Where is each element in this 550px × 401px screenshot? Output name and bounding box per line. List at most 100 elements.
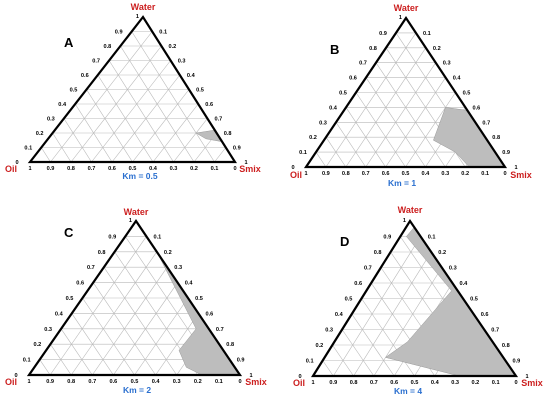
- grid-line: [214, 147, 227, 163]
- tick-label-left: 0: [14, 373, 17, 379]
- tick-label-left: 0.1: [24, 146, 32, 152]
- tick-label-right: 0.8: [224, 131, 232, 137]
- vertex-label-water: Water: [394, 3, 419, 13]
- tick-label-left: 0.3: [44, 327, 52, 333]
- tick-label-right: 0.8: [492, 135, 500, 141]
- vertex-label-oil: Oil: [5, 164, 17, 174]
- grid-line: [63, 118, 92, 163]
- triangle-outline: [303, 16, 508, 169]
- grid-line: [120, 45, 195, 163]
- tick-label-right: 0.3: [178, 59, 186, 65]
- tick-label-bottom: 0.5: [129, 166, 137, 172]
- panel-letter: B: [330, 42, 339, 57]
- panel-d: 0 0.1 0.2 0.3 0.4 0.5 0.6 0.7 0.8 0.9 0.1 0.2 0.3 0.4…: [293, 205, 543, 396]
- tick-label-left: 0.8: [98, 250, 106, 256]
- tick-label-left: 0.4: [335, 312, 344, 318]
- tick-label-left: 0.8: [104, 44, 112, 50]
- tick-label-right: 1: [244, 160, 247, 166]
- tick-label-apex: 1: [403, 218, 406, 224]
- tick-label-right: 0.1: [423, 31, 431, 37]
- grid-line: [82, 297, 135, 376]
- tick-label-bottom: 0.3: [441, 171, 449, 177]
- grid-line: [335, 122, 366, 168]
- grid-line: [41, 147, 51, 163]
- tick-label-right: 0.7: [216, 327, 224, 333]
- tick-label-bottom: 0.4: [431, 380, 440, 386]
- vertex-label-smix: Smix: [510, 170, 532, 180]
- tick-label-left: 0.1: [299, 150, 307, 156]
- triangle-outline: [26, 219, 243, 377]
- vertex-label-water: Water: [131, 2, 156, 12]
- tick-label-left: 0.2: [34, 342, 42, 348]
- tick-label-bottom: 0.6: [390, 380, 398, 386]
- tick-label-bottom: 0.6: [382, 171, 390, 177]
- tick-label-right: 0.3: [443, 61, 451, 67]
- grid-line: [91, 60, 171, 163]
- grid-line: [345, 47, 427, 168]
- tick-label-right: 0.9: [502, 150, 510, 156]
- tick-label-left: 0.7: [92, 59, 100, 65]
- tick-label-left: 0.2: [309, 135, 317, 141]
- grid-line: [132, 89, 190, 163]
- tick-label-right: 0.5: [470, 297, 478, 303]
- grid-line: [341, 329, 375, 377]
- tick-label-right: 0.8: [226, 342, 234, 348]
- tick-label-left: 0.3: [325, 328, 333, 334]
- tick-label-right: 0.6: [205, 102, 213, 108]
- grid-line: [131, 31, 215, 163]
- tick-label-right: 1: [514, 165, 517, 171]
- tick-label-right: 0.1: [154, 234, 162, 240]
- tick-label-right: 1: [525, 374, 528, 380]
- grid-line: [375, 62, 446, 168]
- tick-label-bottom: 0.1: [215, 379, 223, 385]
- tick-label-bottom: 0: [503, 171, 506, 177]
- grid-line: [50, 31, 153, 163]
- tick-label-left: 0.3: [319, 120, 327, 126]
- tick-label-bottom: 0.9: [329, 380, 337, 386]
- tick-label-left: 0.3: [47, 117, 55, 123]
- tick-label-left: 0.6: [354, 281, 362, 287]
- tick-label-right: 0.1: [428, 235, 436, 241]
- tick-label-right: 0.4: [453, 76, 462, 82]
- panel-letter: A: [64, 35, 74, 50]
- tick-label-bottom: 0.8: [342, 171, 350, 177]
- tick-label-bottom: 0.2: [190, 166, 198, 172]
- tick-label-right: 0.5: [195, 296, 203, 302]
- tick-label-left: 0.1: [23, 358, 31, 364]
- tick-label-left: 0.7: [359, 61, 367, 67]
- tick-label-bottom: 0.9: [47, 166, 55, 172]
- tick-label-left: 0: [15, 160, 18, 166]
- tick-label-right: 0.6: [473, 105, 481, 111]
- tick-label-bottom: 0.6: [110, 379, 118, 385]
- tick-label-right: 0.9: [237, 358, 245, 364]
- tick-label-left: 0.2: [36, 131, 44, 137]
- grid-line: [322, 360, 334, 377]
- tick-label-bottom: 0.4: [149, 166, 158, 172]
- tick-label-right: 0.4: [460, 281, 469, 287]
- tick-label-right: 0.2: [438, 250, 446, 256]
- tick-label-bottom: 1: [304, 171, 307, 177]
- tick-label-right: 0.5: [196, 88, 204, 94]
- tick-label-left: 0.7: [364, 266, 372, 272]
- tick-label-apex: 1: [129, 218, 132, 224]
- tick-label-left: 0.4: [58, 102, 67, 108]
- tick-label-apex: 1: [399, 15, 402, 21]
- grid-line: [103, 267, 177, 376]
- grid-line: [60, 328, 93, 376]
- tick-label-left: 0.5: [345, 297, 353, 303]
- panel-letter: D: [340, 234, 349, 249]
- microemulsion-region: [384, 226, 517, 377]
- tick-label-bottom: 0.5: [131, 379, 139, 385]
- tick-label-right: 0.7: [482, 120, 490, 126]
- panel-b: 0 0.1 0.2 0.3 0.4 0.5 0.6 0.7 0.8 0.9 0.1 0.2 0.3 0.4…: [290, 3, 532, 188]
- grid-line: [353, 251, 432, 377]
- tick-label-left: 0.7: [87, 265, 95, 271]
- tick-label-right: 1: [249, 373, 252, 379]
- grid-line: [39, 359, 51, 376]
- tick-label-left: 0.6: [76, 281, 84, 287]
- tick-label-right: 0.3: [449, 266, 457, 272]
- grid-line: [70, 45, 162, 163]
- tick-label-bottom: 0.4: [152, 379, 161, 385]
- tick-label-bottom: 0.7: [88, 379, 96, 385]
- tick-label-bottom: 0.7: [370, 380, 378, 386]
